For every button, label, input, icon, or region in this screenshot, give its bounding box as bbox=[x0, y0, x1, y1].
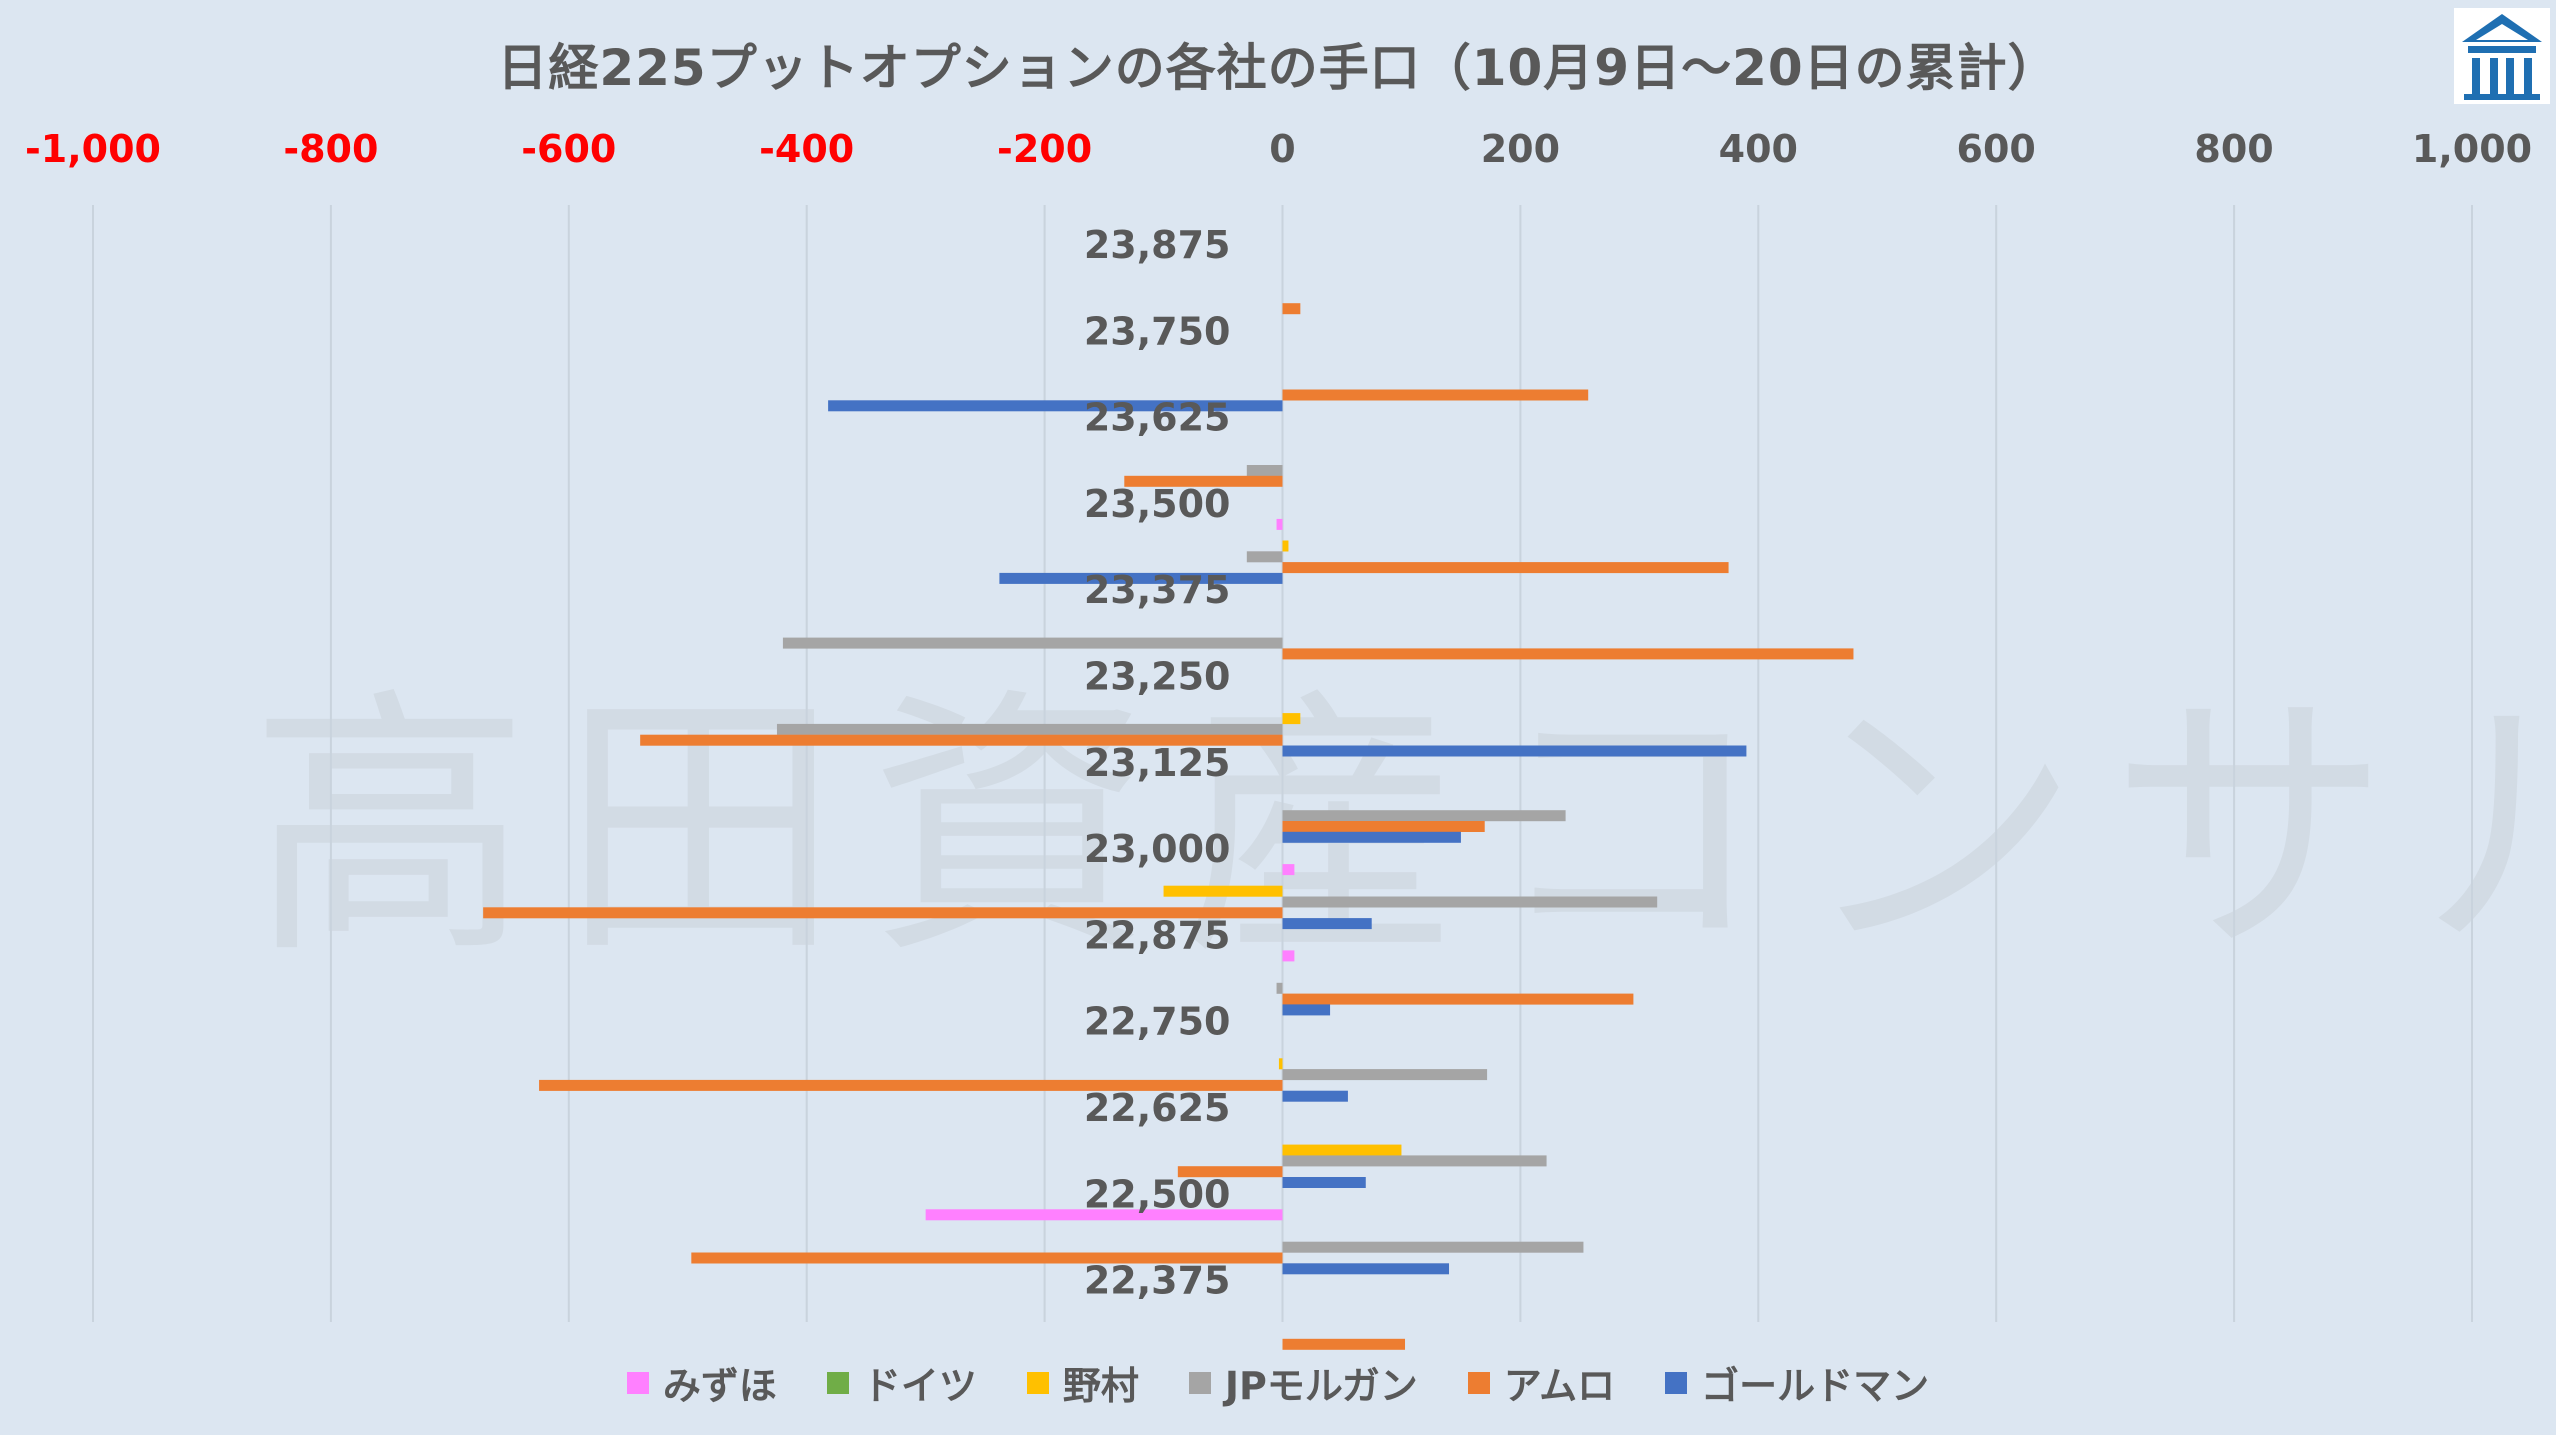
legend-item: 野村 bbox=[1026, 1355, 1139, 1410]
legend-item: ドイツ bbox=[826, 1355, 977, 1410]
bar bbox=[1282, 1090, 1348, 1102]
bar bbox=[1282, 1069, 1488, 1081]
legend-item: ゴールドマン bbox=[1665, 1355, 1929, 1410]
bar bbox=[1282, 918, 1372, 930]
category-label: 22,375 bbox=[1084, 1259, 1231, 1303]
building-logo-icon bbox=[2454, 8, 2550, 104]
chart-legend: みずほ ドイツ 野村 JPモルガン アムロ ゴールドマン bbox=[0, 1355, 2556, 1410]
bar bbox=[1282, 1144, 1402, 1156]
legend-swatch bbox=[1467, 1371, 1490, 1394]
bar bbox=[1278, 1058, 1283, 1070]
bar bbox=[1124, 475, 1283, 487]
bar bbox=[828, 400, 1283, 412]
bar bbox=[999, 572, 1283, 584]
legend-item: アムロ bbox=[1467, 1355, 1616, 1410]
x-tick-label: -200 bbox=[997, 127, 1092, 171]
bar bbox=[1282, 1004, 1331, 1016]
bar bbox=[1282, 810, 1566, 822]
x-tick-label: 200 bbox=[1481, 127, 1560, 171]
category-label: 22,750 bbox=[1084, 1000, 1231, 1044]
legend-swatch bbox=[1026, 1371, 1049, 1394]
bar bbox=[1282, 303, 1301, 315]
x-tick-label: 400 bbox=[1719, 127, 1798, 171]
legend-label: 野村 bbox=[1062, 1364, 1139, 1408]
bar bbox=[1282, 864, 1295, 876]
category-label: 23,875 bbox=[1084, 223, 1231, 267]
x-tick-label: -1,000 bbox=[25, 127, 161, 171]
x-tick-label: -800 bbox=[283, 127, 378, 171]
category-label: 23,625 bbox=[1084, 396, 1231, 440]
bar bbox=[1246, 551, 1283, 563]
bar bbox=[1282, 1338, 1406, 1350]
bar bbox=[1163, 885, 1283, 897]
x-tick-label: 800 bbox=[2194, 127, 2273, 171]
bar bbox=[782, 637, 1283, 649]
bar bbox=[1282, 993, 1634, 1005]
bar bbox=[1282, 1155, 1547, 1167]
bar bbox=[1177, 1166, 1283, 1178]
legend-label: ドイツ bbox=[862, 1364, 977, 1408]
bar bbox=[1282, 540, 1289, 552]
bar bbox=[1282, 950, 1295, 962]
bar bbox=[1282, 831, 1461, 843]
x-tick-label: 600 bbox=[1957, 127, 2036, 171]
bar bbox=[1282, 1177, 1366, 1188]
chart-title: 日経225プットオプションの各社の手口（10月9日～20日の累計） bbox=[497, 39, 2059, 97]
bar bbox=[776, 723, 1283, 735]
bar bbox=[640, 734, 1283, 746]
x-tick-label: -600 bbox=[521, 127, 616, 171]
bar bbox=[1276, 518, 1283, 530]
legend-item: みずほ bbox=[626, 1355, 777, 1410]
category-label: 23,125 bbox=[1084, 741, 1231, 785]
x-tick-label: 0 bbox=[1269, 127, 1295, 171]
bar bbox=[483, 907, 1283, 919]
legend-swatch bbox=[626, 1371, 649, 1394]
bar bbox=[1282, 821, 1485, 832]
legend-label: ゴールドマン bbox=[1701, 1364, 1930, 1408]
legend-label: アムロ bbox=[1503, 1364, 1616, 1408]
category-label: 22,500 bbox=[1084, 1172, 1231, 1216]
bar bbox=[1282, 896, 1658, 908]
category-label: 23,750 bbox=[1084, 309, 1231, 353]
bar bbox=[1282, 1263, 1450, 1275]
legend-swatch bbox=[1665, 1371, 1688, 1394]
bar bbox=[1282, 389, 1589, 401]
bar bbox=[1282, 1241, 1584, 1253]
x-tick-label: -400 bbox=[759, 127, 854, 171]
bar bbox=[1282, 562, 1729, 574]
category-label: 23,375 bbox=[1084, 568, 1231, 612]
bar bbox=[1246, 465, 1283, 476]
legend-label: みずほ bbox=[662, 1364, 777, 1408]
bar bbox=[691, 1252, 1283, 1264]
bar bbox=[1282, 713, 1301, 725]
bar bbox=[1276, 982, 1283, 994]
bar bbox=[1282, 745, 1747, 757]
category-label: 23,000 bbox=[1084, 827, 1231, 871]
bar bbox=[925, 1209, 1283, 1221]
legend-item: JPモルガン bbox=[1188, 1355, 1418, 1410]
category-label: 22,875 bbox=[1084, 913, 1231, 957]
bar bbox=[539, 1079, 1283, 1091]
category-label: 22,625 bbox=[1084, 1086, 1231, 1130]
legend-swatch bbox=[826, 1371, 849, 1394]
legend-swatch bbox=[1188, 1371, 1211, 1394]
legend-label: JPモルガン bbox=[1224, 1364, 1418, 1408]
x-tick-label: 1,000 bbox=[2412, 127, 2532, 171]
category-label: 23,250 bbox=[1084, 655, 1231, 699]
category-label: 23,500 bbox=[1084, 482, 1231, 526]
bar bbox=[1282, 648, 1854, 660]
